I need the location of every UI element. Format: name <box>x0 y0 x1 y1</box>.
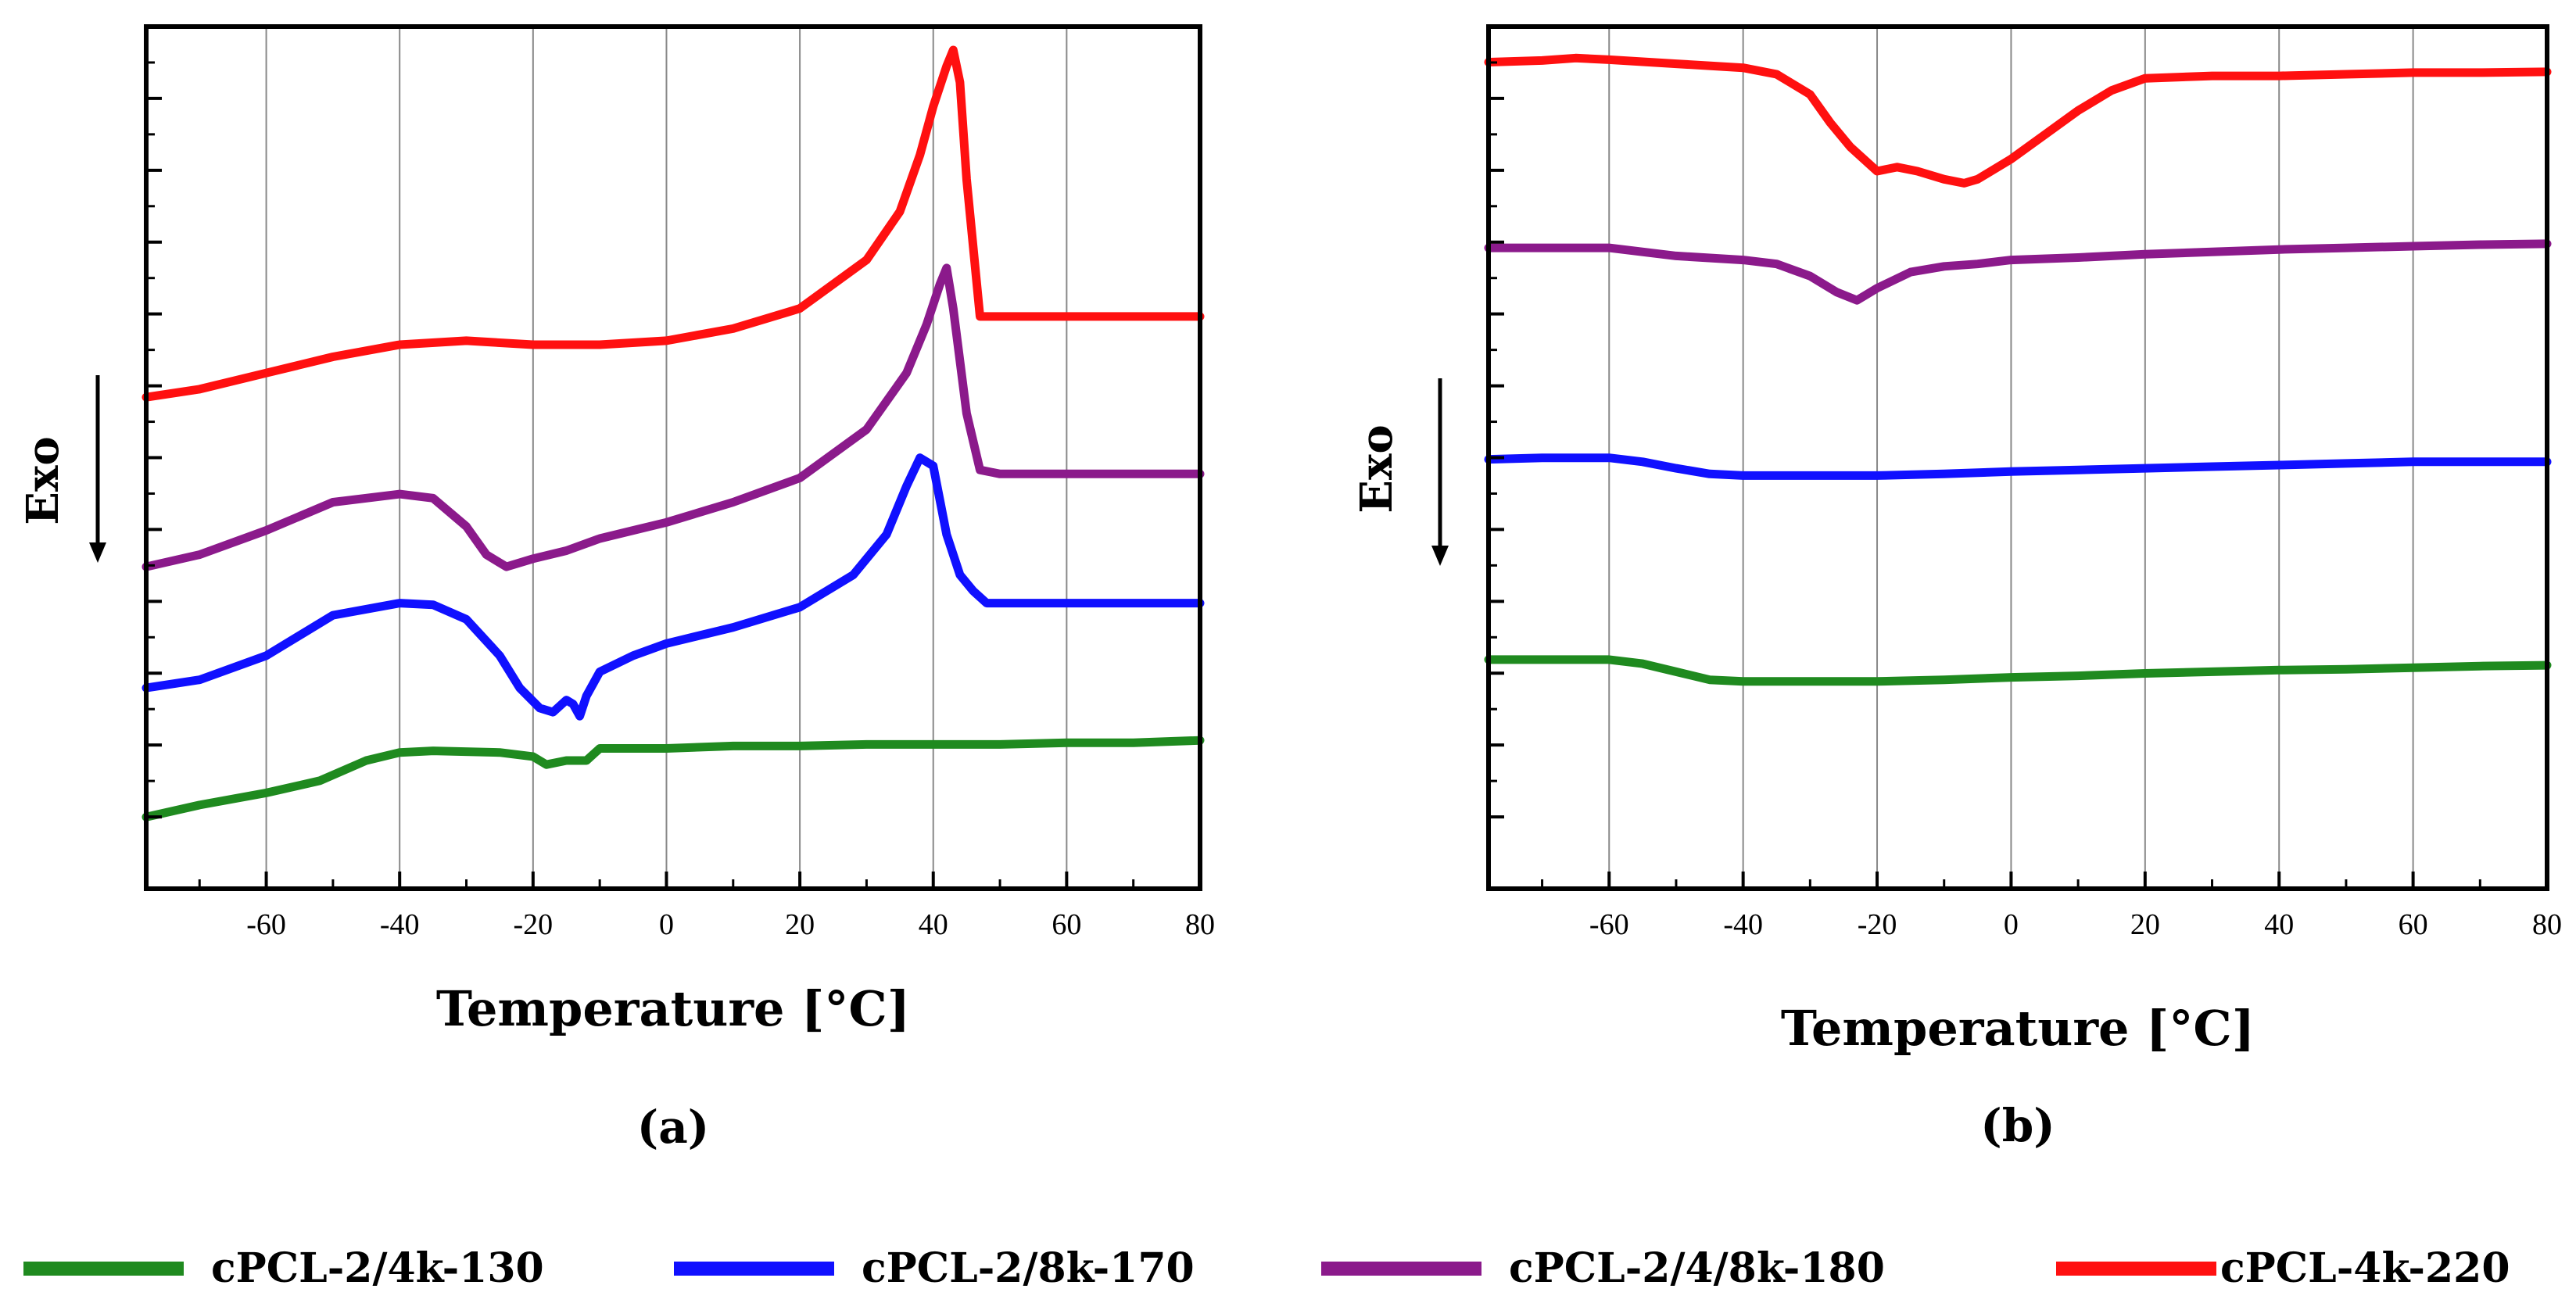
x-tick-label: 80 <box>2532 908 2562 941</box>
series-line-cPCL-2/8k-170 <box>142 453 1205 721</box>
series-line-cPCL-4k-220 <box>1484 53 2552 188</box>
panel-a: -60 -40 -20 0 20 40 60 80 Temperature [°C] (a) … <box>17 24 1215 1154</box>
panel-b-exo-arrow-icon <box>1431 378 1449 566</box>
legend-item: cPCL-2/4k-130 <box>23 1244 544 1292</box>
panel-a-ticks <box>146 61 1202 889</box>
panel-a-plot-frame <box>144 24 1202 891</box>
x-tick-label: 20 <box>785 908 815 941</box>
arrow-head <box>1431 546 1449 566</box>
x-tick-label: 80 <box>1185 908 1215 941</box>
legend-swatch <box>1321 1262 1481 1276</box>
legend: cPCL-2/4k-130 cPCL-2/8k-170 cPCL-2/4/8k-… <box>23 1244 2510 1292</box>
panel-a-y-axis-title: Exo <box>17 436 69 524</box>
x-tick-label: -60 <box>246 908 286 941</box>
legend-label: cPCL-2/4k-130 <box>211 1244 544 1292</box>
panel-b: -60 -40 -20 0 20 40 60 80 Temperature [°C] (b) … <box>1351 24 2562 1152</box>
arrow-head <box>89 542 106 563</box>
x-tick-label: 0 <box>659 908 674 941</box>
series-line-cPCL-4k-220 <box>142 45 1205 402</box>
panel-b-x-axis-title: Temperature [°C] <box>1781 1000 2255 1057</box>
x-tick-label: 60 <box>2399 908 2428 941</box>
panel-a-exo-arrow-icon <box>89 375 106 563</box>
series-line-cPCL-2/4/8k-180 <box>1484 239 2552 305</box>
legend-label: cPCL-2/8k-170 <box>862 1244 1195 1292</box>
x-tick-label: 40 <box>919 908 948 941</box>
x-tick-label: -60 <box>1589 908 1629 941</box>
x-tick-label: -20 <box>1858 908 1897 941</box>
panel-a-tick-labels: -60 -40 -20 0 20 40 60 80 <box>246 908 1215 941</box>
panel-b-series <box>1484 53 2552 686</box>
legend-item: cPCL-2/8k-170 <box>674 1244 1195 1292</box>
panel-b-tick-labels: -60 -40 -20 0 20 40 60 80 <box>1589 908 2562 941</box>
panel-b-ticks <box>1489 61 2549 889</box>
legend-item: cPCL-2/4/8k-180 <box>1321 1244 1885 1292</box>
legend-label: cPCL-4k-220 <box>2220 1244 2510 1292</box>
panel-a-label: (a) <box>637 1101 709 1154</box>
legend-swatch <box>2056 1262 2216 1276</box>
x-tick-label: 0 <box>2004 908 2019 941</box>
x-tick-label: 40 <box>2264 908 2294 941</box>
legend-item: cPCL-4k-220 <box>2056 1244 2510 1292</box>
x-tick-label: 60 <box>1052 908 1081 941</box>
series-line-cPCL-2/4k-130 <box>142 736 1205 822</box>
panel-a-gridlines <box>265 27 1068 889</box>
legend-swatch <box>674 1262 834 1276</box>
legend-label: cPCL-2/4/8k-180 <box>1509 1244 1885 1292</box>
x-tick-label: -20 <box>514 908 554 941</box>
panel-b-label: (b) <box>1980 1099 2055 1152</box>
panel-a-x-axis-title: Temperature [°C] <box>436 980 910 1037</box>
panel-b-y-axis-title: Exo <box>1351 424 1403 513</box>
series-line-cPCL-2/4k-130 <box>1484 655 2552 686</box>
x-tick-label: -40 <box>380 908 420 941</box>
legend-swatch <box>23 1262 184 1276</box>
x-tick-label: 20 <box>2130 908 2160 941</box>
series-line-cPCL-2/4/8k-180 <box>142 263 1205 571</box>
panel-a-series <box>142 45 1205 822</box>
series-line-cPCL-2/8k-170 <box>1484 453 2552 480</box>
x-tick-label: -40 <box>1723 908 1763 941</box>
